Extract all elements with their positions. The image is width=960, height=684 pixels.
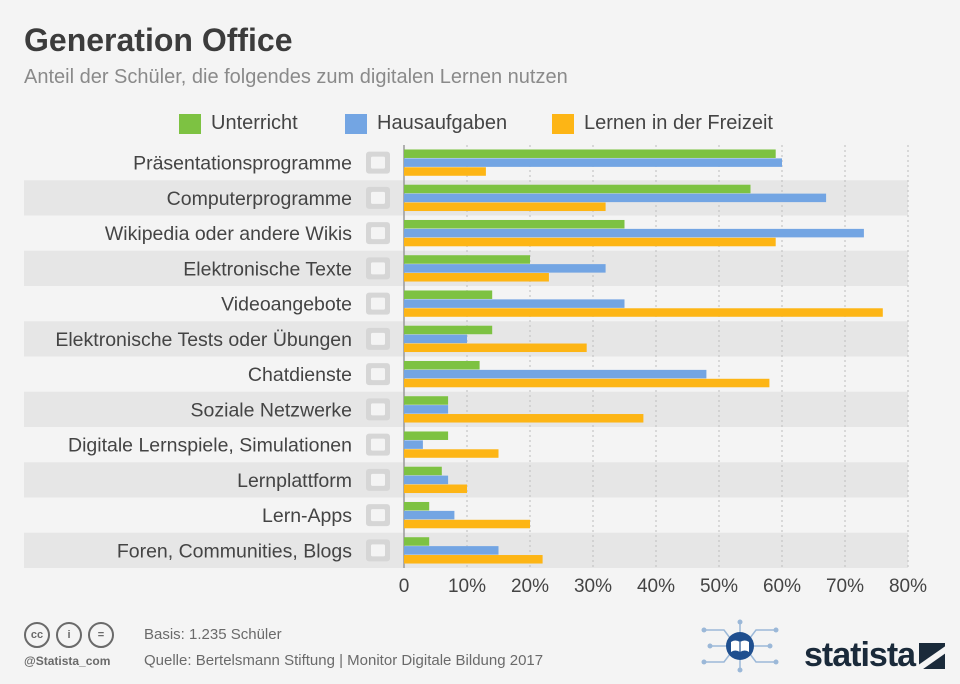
bar-hausaufgaben bbox=[404, 440, 423, 449]
bar-freizeit bbox=[404, 484, 467, 494]
cc-icon: cc bbox=[24, 622, 50, 648]
basis-text: Basis: 1.235 Schüler bbox=[144, 626, 282, 643]
bar-hausaufgaben bbox=[404, 405, 449, 414]
bar-unterricht bbox=[404, 431, 449, 440]
category-label: Wikipedia oder andere Wikis bbox=[105, 223, 352, 245]
x-tick-label: 40% bbox=[637, 576, 675, 597]
bar-freizeit bbox=[404, 378, 770, 388]
chart-subtitle: Anteil der Schüler, die folgendes zum di… bbox=[24, 66, 568, 88]
statista-logo: statista bbox=[804, 636, 946, 675]
bar-hausaufgaben bbox=[404, 510, 455, 520]
bar-hausaufgaben bbox=[404, 158, 782, 167]
platform-icon bbox=[366, 468, 390, 491]
x-tick-label: 20% bbox=[511, 576, 549, 597]
statista-mark-icon bbox=[919, 642, 946, 669]
legend-label-unterricht: Unterricht bbox=[211, 112, 298, 134]
bar-hausaufgaben bbox=[404, 299, 625, 308]
forum-icon bbox=[366, 539, 390, 562]
bar-hausaufgaben bbox=[404, 264, 606, 273]
bar-unterricht bbox=[404, 255, 530, 264]
category-label: Lern-Apps bbox=[262, 505, 352, 527]
legend-swatch-hausaufgaben bbox=[345, 113, 367, 134]
legend-item-hausaufgaben: Hausaufgaben bbox=[345, 112, 507, 135]
legend-item-unterricht: Unterricht bbox=[179, 112, 298, 135]
license-block: cc i = @Statista_com bbox=[24, 622, 114, 668]
play-icon bbox=[366, 292, 390, 315]
app-icon bbox=[366, 504, 390, 527]
bar-freizeit bbox=[404, 555, 543, 564]
bar-unterricht bbox=[404, 290, 493, 299]
category-label: Digitale Lernspiele, Simulationen bbox=[68, 435, 352, 457]
statista-handle: @Statista_com bbox=[24, 654, 111, 668]
puzzle-icon bbox=[366, 433, 390, 456]
legend-label-freizeit: Lernen in der Freizeit bbox=[584, 112, 773, 134]
bar-unterricht bbox=[404, 184, 751, 194]
category-label: Elektronische Texte bbox=[183, 258, 352, 280]
bar-unterricht bbox=[404, 396, 449, 405]
x-tick-label: 60% bbox=[763, 576, 801, 597]
x-tick-label: 70% bbox=[826, 576, 864, 597]
bar-freizeit bbox=[404, 519, 530, 529]
bar-freizeit bbox=[404, 414, 644, 423]
category-label: Videoangebote bbox=[221, 294, 352, 316]
bar-hausaufgaben bbox=[404, 546, 499, 555]
bar-freizeit bbox=[404, 343, 587, 353]
x-tick-label: 30% bbox=[574, 576, 612, 597]
bar-unterricht bbox=[404, 537, 430, 546]
bar-freizeit bbox=[404, 273, 549, 282]
x-tick-label: 0 bbox=[399, 576, 410, 597]
x-tick-label: 80% bbox=[889, 576, 927, 597]
source-text: Quelle: Bertelsmann Stiftung | Monitor D… bbox=[144, 652, 544, 669]
bar-hausaufgaben bbox=[404, 334, 467, 344]
category-label: Chatdienste bbox=[248, 364, 352, 386]
bar-freizeit bbox=[404, 449, 499, 458]
bar-chart: 0 10% 20% 30% 40% 50% 60% 70% 80% Präsentationspr… bbox=[24, 145, 927, 597]
category-label: Foren, Communities, Blogs bbox=[117, 540, 352, 562]
x-tick-label: 50% bbox=[700, 576, 738, 597]
bar-hausaufgaben bbox=[404, 193, 827, 203]
presentation-icon bbox=[366, 151, 390, 174]
category-label: Elektronische Tests oder Übungen bbox=[55, 329, 352, 351]
bar-freizeit bbox=[404, 237, 776, 247]
bar-unterricht bbox=[404, 219, 625, 229]
checklist-icon bbox=[366, 327, 390, 350]
by-icon: i bbox=[56, 622, 82, 648]
bar-freizeit bbox=[404, 167, 486, 176]
legend-label-hausaufgaben: Hausaufgaben bbox=[377, 112, 508, 134]
category-label: Lernplattform bbox=[237, 470, 352, 492]
network-icon bbox=[366, 398, 390, 421]
digital-book-icon bbox=[701, 619, 779, 673]
bar-unterricht bbox=[404, 466, 442, 476]
category-label: Soziale Netzwerke bbox=[191, 399, 352, 421]
bar-freizeit bbox=[404, 202, 606, 212]
folder-icon bbox=[366, 186, 390, 209]
bar-unterricht bbox=[404, 149, 776, 158]
globe-icon bbox=[366, 222, 390, 245]
statista-wordmark: statista bbox=[804, 636, 916, 674]
nd-icon: = bbox=[88, 622, 114, 648]
chart-title: Generation Office bbox=[24, 22, 293, 58]
document-icon bbox=[366, 257, 390, 280]
category-label: Computerprogramme bbox=[167, 188, 352, 210]
bar-hausaufgaben bbox=[404, 475, 449, 485]
bar-hausaufgaben bbox=[404, 228, 864, 238]
bar-unterricht bbox=[404, 501, 430, 511]
legend-swatch-freizeit bbox=[552, 113, 574, 134]
legend-swatch-unterricht bbox=[179, 113, 201, 134]
legend: Unterricht Hausaufgaben Lernen in der Fr… bbox=[0, 112, 960, 136]
bar-unterricht bbox=[404, 325, 493, 335]
category-label: Präsentationsprogramme bbox=[133, 153, 352, 175]
bar-unterricht bbox=[404, 360, 480, 370]
bar-hausaufgaben bbox=[404, 369, 707, 379]
bar-freizeit bbox=[404, 308, 883, 317]
legend-item-freizeit: Lernen in der Freizeit bbox=[552, 112, 773, 135]
x-tick-label: 10% bbox=[448, 576, 486, 597]
chat-icon bbox=[366, 363, 390, 386]
